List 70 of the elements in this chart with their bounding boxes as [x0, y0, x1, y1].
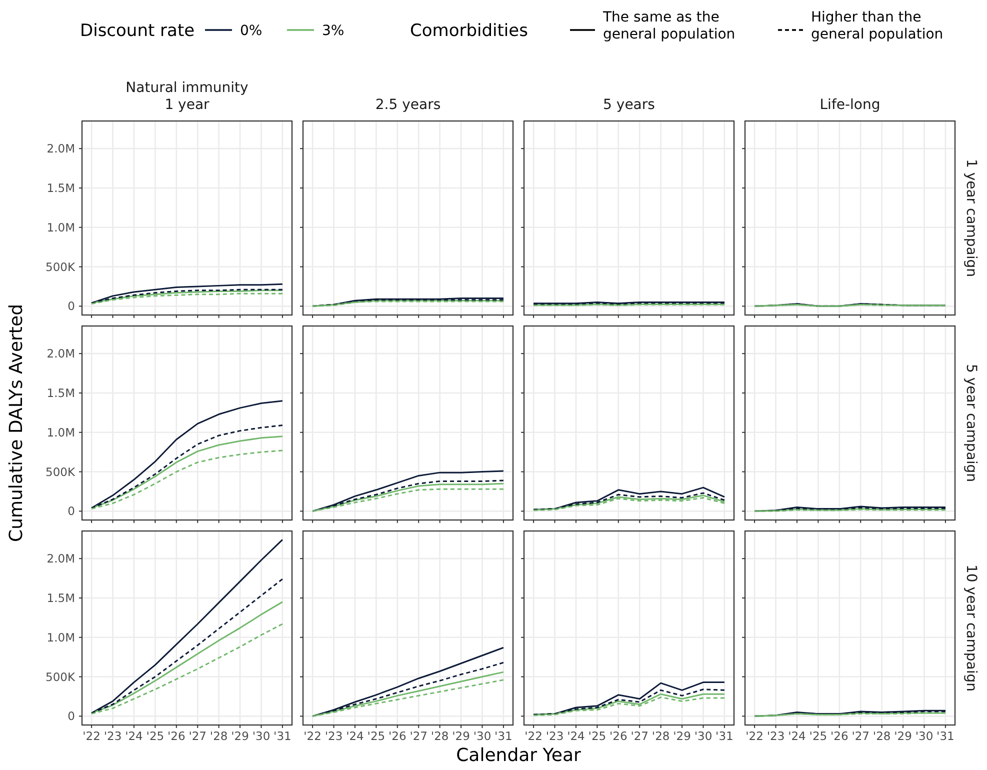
- y-tick-label: 0: [68, 504, 75, 518]
- y-tick-label: 1.5M: [46, 181, 75, 196]
- x-tick-label: '28: [430, 729, 449, 743]
- x-tick-label: '31: [494, 729, 512, 743]
- y-tick-label: 2.0M: [46, 346, 75, 361]
- y2-axis-title: 5 year campaign: [963, 364, 979, 482]
- chart-title: Life-long: [820, 97, 880, 113]
- y-tick-label: 500K: [46, 670, 76, 684]
- y2-axis-title: 1 year campaign: [963, 158, 979, 278]
- x-tick-label: '27: [852, 729, 870, 743]
- x-tick-label: '25: [809, 729, 828, 743]
- x-tick-label: '25: [146, 729, 164, 743]
- x-tick-label: '23: [324, 729, 343, 743]
- x-tick-label: '29: [894, 729, 912, 743]
- x-tick-label: '27: [410, 729, 428, 743]
- x-tick-label: '23: [546, 729, 564, 743]
- legend-title: Discount rate: [80, 20, 195, 41]
- chart-title: 2.5 years: [375, 97, 441, 113]
- chart-title: Natural immunity 1 year: [126, 80, 248, 113]
- x-tick-label: '22: [746, 729, 764, 743]
- legend-label: 3%: [322, 22, 344, 39]
- x-tick-label: '28: [652, 729, 670, 743]
- y2-axis-title: 10 year campaign: [963, 564, 979, 692]
- x-axis-title: Calendar Year: [456, 745, 582, 766]
- x-tick-label: '22: [304, 729, 322, 743]
- x-tick-label: '31: [936, 729, 954, 743]
- x-tick-label: '28: [872, 729, 891, 743]
- x-tick-label: '29: [452, 729, 470, 743]
- x-tick-label: '23: [766, 729, 785, 743]
- x-tick-label: '29: [231, 729, 249, 743]
- x-tick-label: '30: [694, 729, 712, 743]
- x-tick-label: '24: [788, 729, 806, 743]
- x-tick-label: '31: [274, 729, 292, 743]
- x-tick-label: '22: [82, 729, 100, 743]
- y-tick-label: 1.0M: [46, 630, 75, 644]
- x-tick-label: '29: [673, 729, 691, 743]
- x-tick-label: '30: [252, 729, 270, 743]
- x-tick-label: '24: [125, 729, 143, 743]
- y-tick-label: 1.5M: [46, 386, 75, 400]
- x-tick-label: '30: [915, 729, 934, 743]
- x-tick-label: '27: [630, 729, 649, 743]
- y-tick-label: 1.5M: [46, 591, 75, 606]
- y-tick-label: 0: [68, 709, 75, 724]
- x-tick-label: '25: [367, 729, 386, 743]
- x-tick-label: '31: [716, 729, 734, 743]
- y-tick-label: 500K: [46, 464, 76, 479]
- x-tick-label: '26: [167, 729, 186, 743]
- x-tick-label: '26: [609, 729, 628, 743]
- x-tick-label: '24: [346, 729, 364, 743]
- x-tick-label: '30: [473, 729, 492, 743]
- y-tick-label: 2.0M: [46, 142, 75, 156]
- y-tick-label: 1.0M: [46, 425, 75, 440]
- x-tick-label: '26: [830, 729, 848, 743]
- y-axis-title: Cumulative DALYs Averted: [6, 304, 27, 542]
- y-tick-label: 500K: [46, 260, 76, 274]
- text: Higher than the general population: [811, 10, 944, 42]
- x-tick-label: '26: [388, 729, 406, 743]
- x-tick-label: '25: [588, 729, 606, 743]
- x-tick-label: '24: [567, 729, 585, 743]
- y-tick-label: 2.0M: [46, 552, 75, 566]
- text: The same as the general population: [602, 10, 736, 42]
- legend-label: 0%: [240, 22, 262, 39]
- x-tick-label: '28: [210, 729, 228, 743]
- y-tick-label: 0: [68, 299, 75, 314]
- y-tick-label: 1.0M: [46, 220, 75, 234]
- text: Comorbidities: [410, 20, 528, 41]
- x-tick-label: '22: [524, 729, 542, 743]
- x-tick-label: '27: [188, 729, 207, 743]
- x-tick-label: '23: [104, 729, 122, 743]
- chart-title: 5 years: [603, 97, 655, 113]
